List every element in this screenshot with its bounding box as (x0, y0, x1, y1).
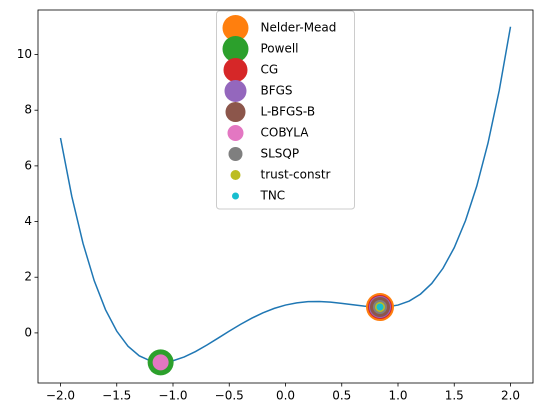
legend-marker (225, 102, 246, 122)
function-line (59, 26, 512, 364)
y-tick-label: 4 (24, 214, 32, 228)
legend-marker (228, 147, 243, 161)
legend-label: CG (261, 63, 279, 77)
legend-marker (227, 125, 244, 141)
legend-label: SLSQP (261, 147, 300, 161)
legend-label: BFGS (261, 84, 293, 98)
y-tick-label: 0 (24, 325, 32, 339)
legend-marker (230, 170, 241, 180)
plot-frame (37, 9, 534, 384)
legend-label: TNC (260, 189, 286, 203)
legend-marker (224, 80, 247, 102)
legend-label: COBYLA (261, 126, 310, 140)
legend-label: Nelder-Mead (261, 21, 337, 35)
y-tick-label: 8 (24, 103, 32, 117)
legend-marker (223, 58, 248, 82)
x-tick-label: −0.5 (215, 389, 244, 403)
legend: Nelder-Mead Powell CG BFGS L-BFGS-B COBYLA SLS… (216, 10, 355, 210)
legend-marker (232, 192, 239, 200)
x-tick-label: 1.5 (445, 389, 464, 403)
legend-marker (222, 36, 249, 62)
y-tick-label: 2 (24, 270, 32, 284)
legend-marker (222, 15, 249, 41)
legend-box (216, 10, 355, 210)
y-tick-label: 10 (17, 47, 32, 61)
x-tick-label: 0.5 (332, 389, 351, 403)
legend-label: trust-constr (261, 168, 331, 182)
result-point (376, 303, 384, 311)
x-tick-label: −1.0 (158, 389, 187, 403)
legend-label: L-BFGS-B (261, 105, 316, 119)
x-tick-label: −2.0 (46, 389, 75, 403)
legend-label: Powell (261, 42, 299, 56)
result-point (152, 354, 169, 371)
x-tick-label: 0.0 (276, 389, 295, 403)
x-tick-label: 2.0 (501, 389, 520, 403)
x-tick-label: −1.5 (102, 389, 131, 403)
x-tick-label: 1.0 (388, 389, 407, 403)
y-tick-label: 6 (24, 158, 32, 172)
